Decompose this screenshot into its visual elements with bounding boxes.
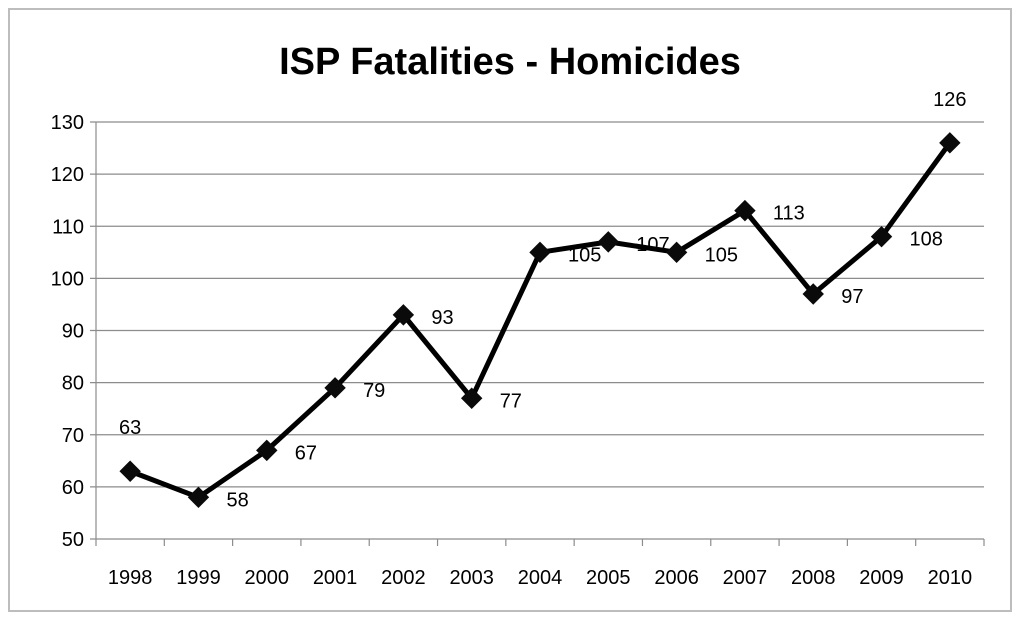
- data-label: 77: [500, 390, 522, 412]
- x-tick-label: 2005: [586, 567, 631, 589]
- data-point: [256, 439, 278, 462]
- data-label: 113: [773, 203, 805, 225]
- data-point: [460, 387, 483, 409]
- y-tick-label: 80: [62, 373, 84, 395]
- data-point: [734, 199, 756, 222]
- data-point: [802, 283, 824, 305]
- series-homicides: [119, 132, 961, 509]
- chart-frame: [8, 8, 1012, 612]
- data-point: [324, 377, 346, 399]
- data-label: 79: [363, 380, 385, 402]
- data-label: 97: [841, 286, 863, 308]
- data-label: 67: [295, 442, 317, 464]
- data-point: [529, 241, 551, 264]
- data-label: 93: [431, 307, 453, 329]
- x-tick-label: 2009: [859, 567, 904, 589]
- data-point: [187, 486, 210, 509]
- x-axis: 1998 1999 2000 2001 2002 2003 2004 2005 2006 2007…: [95, 539, 985, 589]
- y-tick-label: 90: [62, 321, 84, 343]
- x-tick-label: 1998: [108, 567, 153, 589]
- y-tick-label: 100: [51, 268, 84, 290]
- data-point: [119, 460, 141, 482]
- data-label: 126: [933, 89, 966, 111]
- x-tick-label: 2010: [928, 567, 973, 589]
- x-tick-label: 1999: [176, 567, 221, 589]
- x-tick-label: 2001: [313, 567, 358, 589]
- data-label: 58: [226, 489, 248, 511]
- data-point: [392, 304, 415, 326]
- data-label: 105: [705, 244, 738, 266]
- data-point: [665, 241, 688, 264]
- gridlines: [90, 121, 984, 540]
- y-tick-label: 60: [62, 477, 84, 499]
- y-tick-label: 130: [51, 112, 84, 134]
- series-line: [129, 141, 952, 500]
- y-tick-label: 50: [62, 529, 84, 551]
- y-tick-label: 120: [51, 164, 84, 186]
- x-tick-label: 2000: [245, 567, 290, 589]
- y-tick-label: 110: [52, 216, 84, 238]
- chart-title: ISP Fatalities - Homicides: [279, 41, 741, 83]
- x-tick-label: 2008: [791, 567, 836, 589]
- x-tick-label: 2003: [449, 567, 494, 589]
- data-label: 107: [636, 234, 669, 256]
- x-tick-label: 2007: [723, 567, 768, 589]
- y-tick-label: 70: [62, 425, 84, 447]
- data-point: [870, 225, 893, 248]
- x-tick-label: 2006: [654, 567, 699, 589]
- data-labels: 63 58 67 79 93 77 105 107 105 113 97 108 126: [119, 89, 967, 511]
- data-point: [939, 132, 961, 154]
- y-axis: 50 60 70 80 90 100 110 120 130: [51, 112, 97, 551]
- data-point: [597, 231, 620, 253]
- data-label: 108: [910, 229, 943, 251]
- data-label: 105: [568, 244, 601, 266]
- x-tick-label: 2002: [381, 567, 426, 589]
- data-label: 63: [119, 417, 141, 439]
- x-tick-label: 2004: [518, 567, 563, 589]
